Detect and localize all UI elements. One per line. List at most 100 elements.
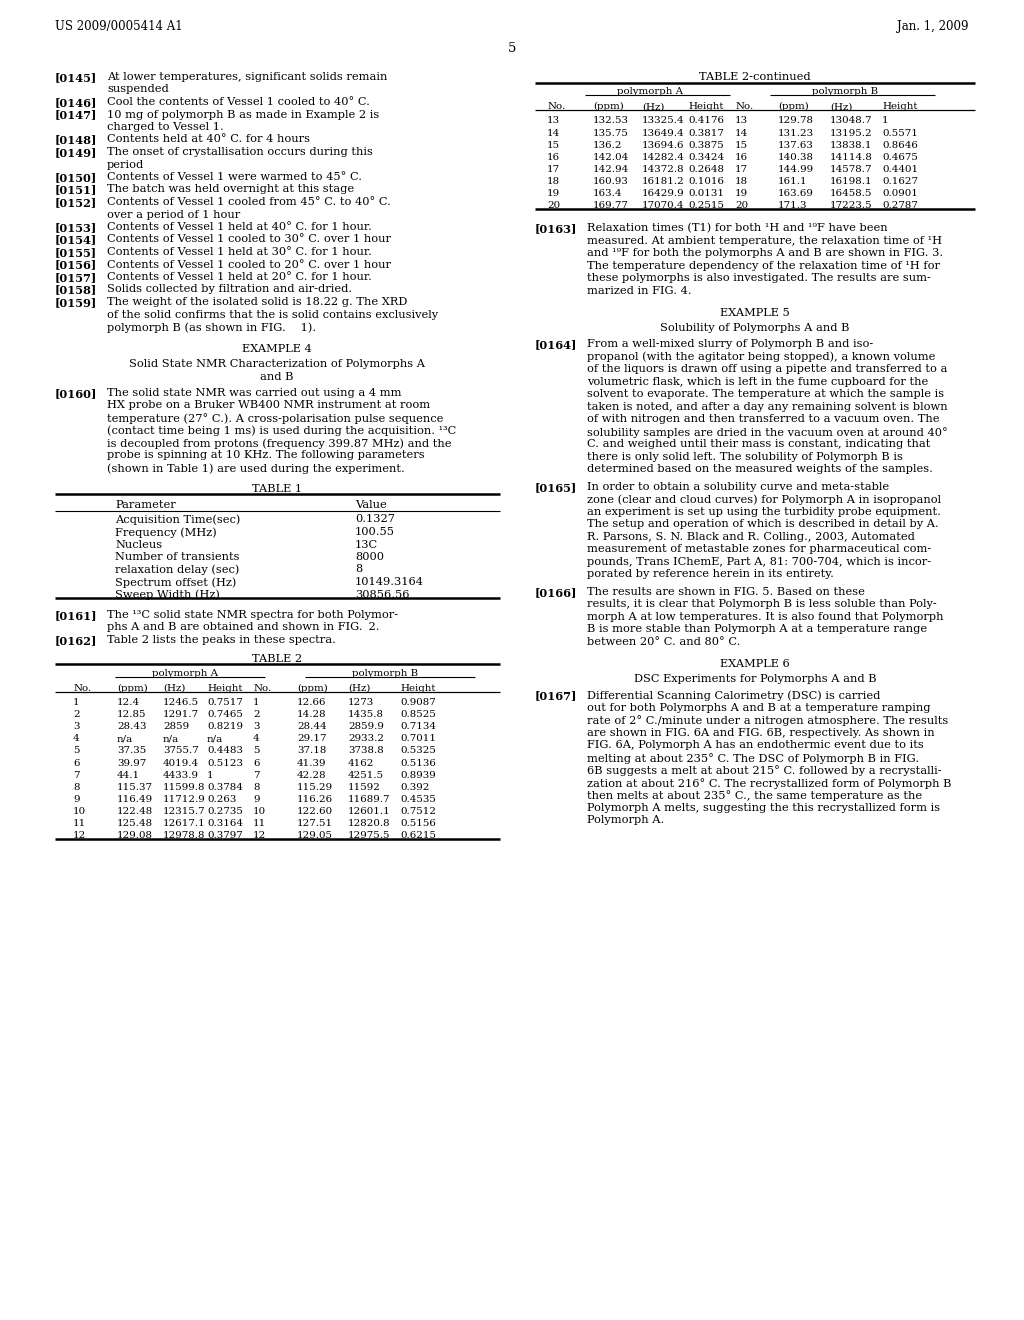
Text: 163.69: 163.69	[778, 189, 814, 198]
Text: 0.7011: 0.7011	[400, 734, 436, 743]
Text: 4251.5: 4251.5	[348, 771, 384, 780]
Text: results, it is clear that Polymorph B is less soluble than Poly-: results, it is clear that Polymorph B is…	[587, 599, 937, 610]
Text: [0166]: [0166]	[535, 587, 578, 598]
Text: 0.8939: 0.8939	[400, 771, 436, 780]
Text: (ppm): (ppm)	[117, 684, 147, 693]
Text: Differential Scanning Calorimetry (DSC) is carried: Differential Scanning Calorimetry (DSC) …	[587, 690, 881, 701]
Text: 169.77: 169.77	[593, 201, 629, 210]
Text: No.: No.	[735, 102, 754, 111]
Text: n/a: n/a	[207, 734, 223, 743]
Text: 18: 18	[547, 177, 560, 186]
Text: 16198.1: 16198.1	[830, 177, 872, 186]
Text: 13048.7: 13048.7	[830, 116, 872, 125]
Text: 12.4: 12.4	[117, 698, 140, 708]
Text: marized in FIG. 4.: marized in FIG. 4.	[587, 286, 691, 296]
Text: 28.44: 28.44	[297, 722, 327, 731]
Text: 4: 4	[73, 734, 80, 743]
Text: 1435.8: 1435.8	[348, 710, 384, 719]
Text: propanol (with the agitator being stopped), a known volume: propanol (with the agitator being stoppe…	[587, 352, 935, 363]
Text: TABLE 1: TABLE 1	[252, 483, 302, 494]
Text: 0.3424: 0.3424	[688, 153, 724, 162]
Text: polymorph B (as shown in FIG.      1).: polymorph B (as shown in FIG. 1).	[106, 322, 316, 333]
Text: [0161]: [0161]	[55, 610, 97, 620]
Text: temperature (27° C.). A cross-polarisation pulse sequence: temperature (27° C.). A cross-polarisati…	[106, 413, 443, 424]
Text: Jan. 1, 2009: Jan. 1, 2009	[897, 20, 969, 33]
Text: DSC Experiments for Polymorphs A and B: DSC Experiments for Polymorphs A and B	[634, 675, 877, 684]
Text: 12.85: 12.85	[117, 710, 146, 719]
Text: Solids collected by filtration and air-dried.: Solids collected by filtration and air-d…	[106, 285, 352, 294]
Text: 0.7512: 0.7512	[400, 807, 436, 816]
Text: 6: 6	[73, 759, 80, 767]
Text: The onset of crystallisation occurs during this: The onset of crystallisation occurs duri…	[106, 147, 373, 157]
Text: 8: 8	[355, 565, 362, 574]
Text: 37.35: 37.35	[117, 746, 146, 755]
Text: 13325.4: 13325.4	[642, 116, 685, 125]
Text: 1291.7: 1291.7	[163, 710, 199, 719]
Text: 2859.9: 2859.9	[348, 722, 384, 731]
Text: volumetric flask, which is left in the fume cupboard for the: volumetric flask, which is left in the f…	[587, 378, 928, 387]
Text: 13: 13	[547, 116, 560, 125]
Text: 1: 1	[207, 771, 214, 780]
Text: porated by reference herein in its entirety.: porated by reference herein in its entir…	[587, 569, 834, 579]
Text: [0159]: [0159]	[55, 297, 97, 308]
Text: 129.05: 129.05	[297, 832, 333, 841]
Text: 13195.2: 13195.2	[830, 128, 872, 137]
Text: 8000: 8000	[355, 552, 384, 562]
Text: C. and weighed until their mass is constant, indicating that: C. and weighed until their mass is const…	[587, 440, 931, 449]
Text: (Hz): (Hz)	[642, 102, 665, 111]
Text: 161.1: 161.1	[778, 177, 808, 186]
Text: 0.8219: 0.8219	[207, 722, 243, 731]
Text: [0164]: [0164]	[535, 339, 578, 350]
Text: 0.5136: 0.5136	[400, 759, 436, 767]
Text: Contents of Vessel 1 held at 20° C. for 1 hour.: Contents of Vessel 1 held at 20° C. for …	[106, 272, 372, 282]
Text: [0152]: [0152]	[55, 197, 97, 209]
Text: of the liquors is drawn off using a pipette and transferred to a: of the liquors is drawn off using a pipe…	[587, 364, 947, 375]
Text: 37.18: 37.18	[297, 746, 327, 755]
Text: period: period	[106, 160, 144, 169]
Text: 7: 7	[253, 771, 259, 780]
Text: 1246.5: 1246.5	[163, 698, 199, 708]
Text: of the solid confirms that the is solid contains exclusively: of the solid confirms that the is solid …	[106, 309, 438, 319]
Text: 0.4675: 0.4675	[882, 153, 918, 162]
Text: 11592: 11592	[348, 783, 381, 792]
Text: 115.37: 115.37	[117, 783, 153, 792]
Text: 0.392: 0.392	[400, 783, 429, 792]
Text: 0.5325: 0.5325	[400, 746, 436, 755]
Text: 17: 17	[735, 165, 749, 174]
Text: 44.1: 44.1	[117, 771, 140, 780]
Text: 0.263: 0.263	[207, 795, 237, 804]
Text: 19: 19	[735, 189, 749, 198]
Text: 0.7465: 0.7465	[207, 710, 243, 719]
Text: out for both Polymorphs A and B at a temperature ramping: out for both Polymorphs A and B at a tem…	[587, 702, 931, 713]
Text: 1: 1	[253, 698, 260, 708]
Text: 0.1016: 0.1016	[688, 177, 724, 186]
Text: 14: 14	[735, 128, 749, 137]
Text: 140.38: 140.38	[778, 153, 814, 162]
Text: US 2009/0005414 A1: US 2009/0005414 A1	[55, 20, 182, 33]
Text: 1273: 1273	[348, 698, 374, 708]
Text: 1: 1	[73, 698, 80, 708]
Text: B is more stable than Polymorph A at a temperature range: B is more stable than Polymorph A at a t…	[587, 624, 927, 635]
Text: 171.3: 171.3	[778, 201, 808, 210]
Text: Solubility of Polymorphs A and B: Solubility of Polymorphs A and B	[660, 323, 850, 333]
Text: 136.2: 136.2	[593, 141, 623, 149]
Text: are shown in FIG. 6A and FIG. 6B, respectively. As shown in: are shown in FIG. 6A and FIG. 6B, respec…	[587, 727, 935, 738]
Text: 10: 10	[253, 807, 266, 816]
Text: solubility samples are dried in the vacuum oven at around 40°: solubility samples are dried in the vacu…	[587, 426, 948, 438]
Text: No.: No.	[73, 684, 91, 693]
Text: 0.3875: 0.3875	[688, 141, 724, 149]
Text: 4162: 4162	[348, 759, 375, 767]
Text: 12.66: 12.66	[297, 698, 327, 708]
Text: 10 mg of polymorph B as made in Example 2 is: 10 mg of polymorph B as made in Example …	[106, 110, 379, 120]
Text: 0.2735: 0.2735	[207, 807, 243, 816]
Text: 12978.8: 12978.8	[163, 832, 206, 841]
Text: 12820.8: 12820.8	[348, 820, 390, 828]
Text: rate of 2° C./minute under a nitrogen atmosphere. The results: rate of 2° C./minute under a nitrogen at…	[587, 715, 948, 726]
Text: 41.39: 41.39	[297, 759, 327, 767]
Text: taken is noted, and after a day any remaining solvent is blown: taken is noted, and after a day any rema…	[587, 401, 947, 412]
Text: (Hz): (Hz)	[163, 684, 185, 693]
Text: polymorph A: polymorph A	[152, 669, 218, 678]
Text: 15: 15	[735, 141, 749, 149]
Text: 0.4483: 0.4483	[207, 746, 243, 755]
Text: 14.28: 14.28	[297, 710, 327, 719]
